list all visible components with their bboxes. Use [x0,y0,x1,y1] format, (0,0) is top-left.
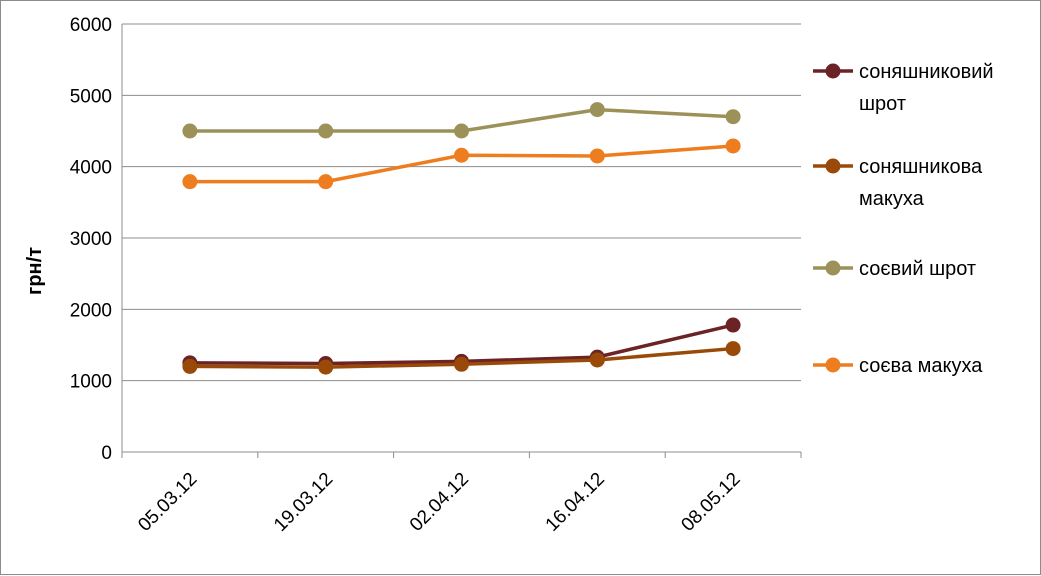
legend-marker [825,260,841,276]
y-tick-label: 1000 [70,372,112,393]
x-tick-label: 19.03.12 [270,469,337,536]
y-tick-label: 5000 [70,86,112,107]
data-point [725,317,741,333]
y-tick-labels: 0 1000 2000 3000 4000 5000 6000 [70,15,112,464]
series-1 [182,341,741,375]
data-point [454,356,469,372]
x-tick-label: 05.03.12 [134,469,201,536]
x-tick-labels: 05.03.12 19.03.12 02.04.12 16.04.12 08.05.12 [134,469,744,536]
legend-label: шрот [859,93,906,115]
data-point [182,358,198,374]
data-point [589,352,605,368]
y-axis-title: грн/т [24,247,46,295]
legend-label: соєвий шрот [859,258,976,280]
legend-marker [825,357,841,373]
x-tick-label: 16.04.12 [542,469,609,536]
legend-label: соняшниковий [859,61,994,83]
y-tick-label: 6000 [70,15,112,36]
legend-entry-2: соєвий шрот [813,258,976,280]
series-group [182,102,741,375]
legend-entry-1: соняшникова макуха [813,156,983,210]
x-tick-label: 02.04.12 [406,469,473,536]
data-point [182,174,198,190]
legend-entry-0: соняшниковий шрот [813,61,994,115]
legend-label: макуха [859,188,925,210]
data-point [318,174,334,190]
y-tick-label: 0 [101,443,112,464]
y-tick-label: 4000 [70,158,112,179]
data-point [725,341,741,357]
legend: соняшниковий шрот соняшникова макуха соєвий … [813,61,994,377]
series-2 [182,102,741,139]
data-point [454,147,469,163]
legend-label: соєва макуха [859,355,983,377]
data-point [182,123,198,139]
data-point [318,359,334,375]
gridlines [121,23,802,458]
legend-marker [825,63,841,79]
data-point [589,102,605,118]
data-point [318,123,334,139]
series-3 [182,138,741,190]
x-tick-label: 08.05.12 [677,469,744,536]
data-point [725,138,741,154]
data-point [725,109,741,125]
y-tick-label: 3000 [70,229,112,250]
data-point [589,148,605,164]
legend-marker [825,158,841,174]
legend-entry-3: соєва макуха [813,355,983,377]
legend-label: соняшникова [859,156,983,178]
data-point [454,123,469,139]
y-tick-label: 2000 [70,300,112,321]
